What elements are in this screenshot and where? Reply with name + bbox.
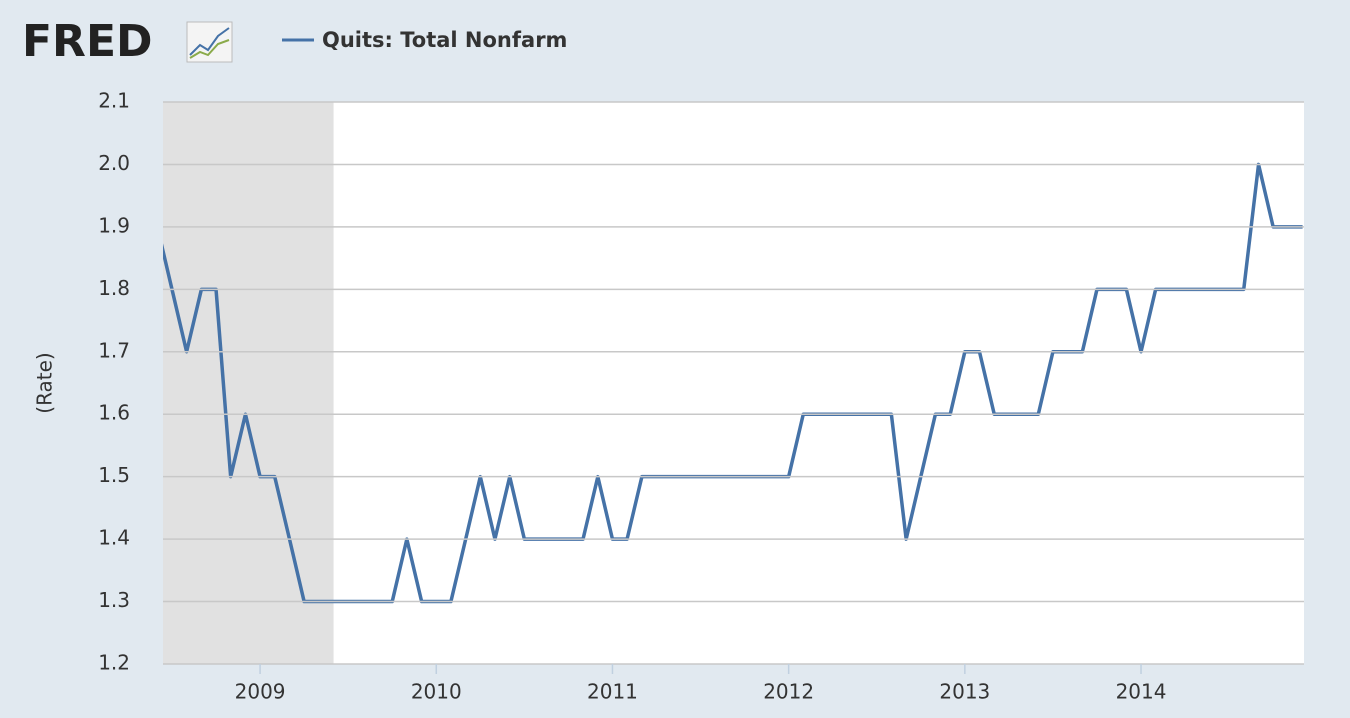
recession-shading: [163, 102, 334, 664]
logo: FRED: [22, 16, 153, 67]
x-tick-label: 2010: [411, 680, 462, 704]
logo-icon: [186, 21, 233, 63]
y-tick-label: 2.1: [98, 89, 130, 113]
x-tick-label: 2013: [939, 680, 990, 704]
y-tick-label: 1.5: [98, 463, 130, 487]
y-tick-label: 2.0: [98, 151, 130, 175]
y-tick-label: 1.7: [98, 338, 130, 362]
y-tick-label: 1.9: [98, 213, 130, 237]
plot-content: [163, 102, 1303, 664]
y-tick-label: 1.4: [98, 526, 130, 550]
x-tick-label: 2014: [1116, 680, 1167, 704]
y-tick-label: 1.6: [98, 401, 130, 425]
x-tick-label: 2009: [235, 680, 286, 704]
plot-area: [163, 102, 1304, 664]
x-tick-label: 2012: [763, 680, 814, 704]
x-tick-label: 2011: [587, 680, 638, 704]
y-tick-label: 1.2: [98, 651, 130, 675]
y-tick-label: 1.3: [98, 588, 130, 612]
y-tick-label: 1.8: [98, 276, 130, 300]
legend-label: Quits: Total Nonfarm: [322, 28, 567, 52]
y-axis-label: (Rate): [33, 352, 57, 413]
